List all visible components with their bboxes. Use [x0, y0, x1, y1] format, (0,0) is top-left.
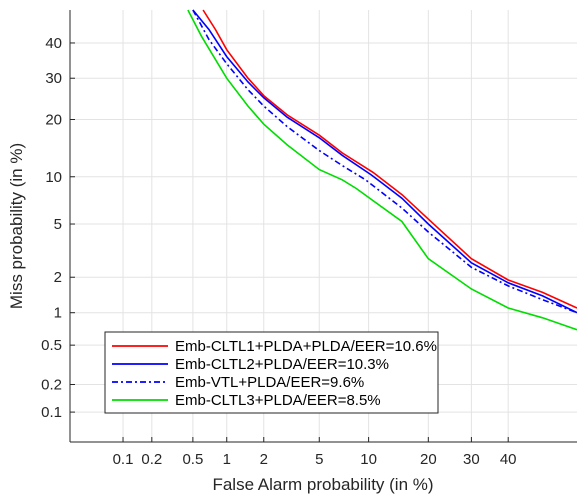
legend: Emb-CLTL1+PLDA+PLDA/EER=10.6%Emb-CLTL2+P…	[104, 331, 439, 414]
x-tick-label: 0.1	[113, 451, 134, 468]
y-tick-label: 20	[45, 112, 62, 129]
legend-items: Emb-CLTL1+PLDA+PLDA/EER=10.6%Emb-CLTL2+P…	[112, 338, 437, 409]
series-line-3	[192, 9, 577, 314]
x-tick-label: 5	[315, 451, 323, 468]
axes	[69, 10, 577, 443]
y-tick-label: 40	[45, 35, 62, 52]
x-tick-label: 0.2	[141, 451, 162, 468]
y-tick-label: 2	[54, 269, 62, 286]
y-tick-label: 30	[45, 70, 62, 87]
y-axis-label: Miss probability (in %)	[7, 143, 26, 309]
legend-label-1: Emb-CLTL1+PLDA+PLDA/EER=10.6%	[175, 338, 437, 355]
x-tick-label: 2	[260, 451, 268, 468]
series-line-1	[202, 9, 577, 309]
x-tick-labels: 0.1 0.2 0.5 1 2 5 10 20 30 40	[113, 451, 517, 468]
legend-label-2: Emb-CLTL2+PLDA/EER=10.3%	[175, 356, 389, 373]
legend-label-3: Emb-VTL+PLDA/EER=9.6%	[175, 374, 364, 391]
series-line-4	[187, 9, 577, 331]
y-tick-label: 1	[54, 305, 62, 322]
y-tick-label: 5	[54, 216, 62, 233]
series-line-2	[192, 9, 577, 314]
series-lines	[187, 9, 577, 331]
x-tick-label: 1	[223, 451, 231, 468]
y-tick-label: 0.5	[41, 337, 62, 354]
x-tick-label: 10	[360, 451, 377, 468]
y-tick-label: 10	[45, 169, 62, 186]
x-tick-label: 40	[500, 451, 517, 468]
legend-label-4: Emb-CLTL3+PLDA/EER=8.5%	[175, 392, 381, 409]
x-tick-label: 30	[463, 451, 480, 468]
x-axis-label: False Alarm probability (in %)	[212, 475, 433, 494]
x-tick-label: 0.5	[182, 451, 203, 468]
y-tick-label: 0.1	[41, 404, 62, 421]
x-tick-label: 20	[420, 451, 437, 468]
y-tick-labels: 0.1 0.2 0.5 1 2 5 10 20 30 40	[41, 35, 62, 421]
y-tick-label: 0.2	[41, 377, 62, 394]
